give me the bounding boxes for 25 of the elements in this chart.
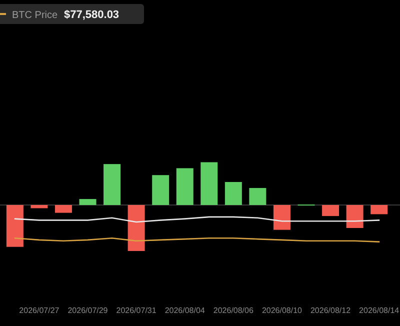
bar xyxy=(152,175,170,205)
bar xyxy=(6,205,24,247)
bar xyxy=(346,205,364,228)
x-tick-label: 2026/08/04 xyxy=(164,306,206,315)
text: $77,580.03 xyxy=(64,9,120,21)
bar xyxy=(128,205,145,251)
bar xyxy=(30,205,48,208)
bar xyxy=(370,205,388,214)
legend-label: BTC Price xyxy=(12,10,58,21)
bar xyxy=(54,205,72,213)
x-tick-label: 2026/07/31 xyxy=(116,306,157,315)
bar xyxy=(273,205,290,230)
bar xyxy=(249,188,266,205)
x-tick-label: 2026/08/14 xyxy=(359,306,400,315)
x-tick-label: 2026/08/12 xyxy=(310,306,352,315)
x-tick-label: 2026/07/27 xyxy=(19,306,60,315)
x-tick-label: 2026/07/29 xyxy=(68,306,108,315)
x-tick-label: 2026/08/10 xyxy=(262,306,303,315)
bar xyxy=(200,162,218,205)
bar xyxy=(176,168,194,205)
bar xyxy=(104,164,121,205)
bar xyxy=(224,182,242,205)
x-tick-label: 2026/08/06 xyxy=(213,306,254,315)
bar xyxy=(322,205,340,216)
bar xyxy=(79,199,96,205)
